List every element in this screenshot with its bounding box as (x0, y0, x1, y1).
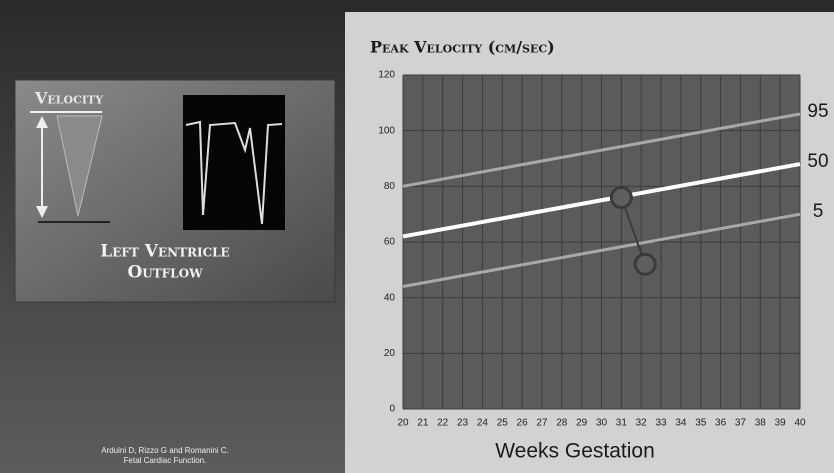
citation: Fetal Cardiac Function. (124, 456, 207, 465)
x-tick-label: 21 (417, 418, 429, 429)
x-tick-label: 33 (655, 418, 667, 429)
data-point (611, 187, 631, 207)
x-tick-label: 23 (457, 418, 469, 429)
x-tick-label: 34 (675, 418, 687, 429)
caption: Outflow (127, 263, 203, 283)
series-label: 50 (807, 151, 828, 172)
y-tick-label: 120 (378, 70, 395, 81)
x-tick-label: 28 (556, 418, 568, 429)
x-tick-label: 30 (596, 418, 608, 429)
x-tick-label: 37 (735, 418, 747, 429)
x-tick-label: 32 (636, 418, 648, 429)
x-tick-label: 40 (794, 418, 806, 429)
x-tick-label: 27 (536, 418, 548, 429)
heading: Velocity (34, 89, 103, 108)
doppler-image (183, 95, 285, 230)
x-tick-label: 26 (517, 418, 529, 429)
x-tick-label: 36 (715, 418, 727, 429)
y-tick-label: 0 (389, 404, 395, 415)
x-tick-label: 38 (755, 418, 767, 429)
y-tick-label: 100 (378, 125, 395, 136)
x-tick-label: 22 (437, 418, 449, 429)
chart-title: Peak Velocity (cm/sec) (370, 38, 555, 57)
slide: Velocity Left Ventricle Outflow Arduini … (0, 0, 834, 473)
x-tick-label: 25 (497, 418, 509, 429)
x-tick-label: 24 (477, 418, 489, 429)
x-axis-title: Weeks Gestation (495, 440, 655, 463)
x-tick-label: 20 (397, 418, 409, 429)
x-tick-label: 31 (616, 418, 628, 429)
series-label: 95 (807, 101, 828, 122)
series-label: 5 (813, 201, 824, 222)
x-tick-label: 29 (576, 418, 588, 429)
x-tick-label: 35 (695, 418, 707, 429)
citation: Arduini D, Rizzo G and Romanini C. (101, 446, 229, 455)
caption: Left Ventricle (100, 242, 229, 262)
y-tick-label: 60 (384, 237, 396, 248)
x-tick-label: 39 (775, 418, 787, 429)
y-tick-label: 80 (384, 181, 396, 192)
y-tick-label: 40 (384, 292, 396, 303)
data-point (635, 254, 655, 274)
y-tick-label: 20 (384, 348, 396, 359)
